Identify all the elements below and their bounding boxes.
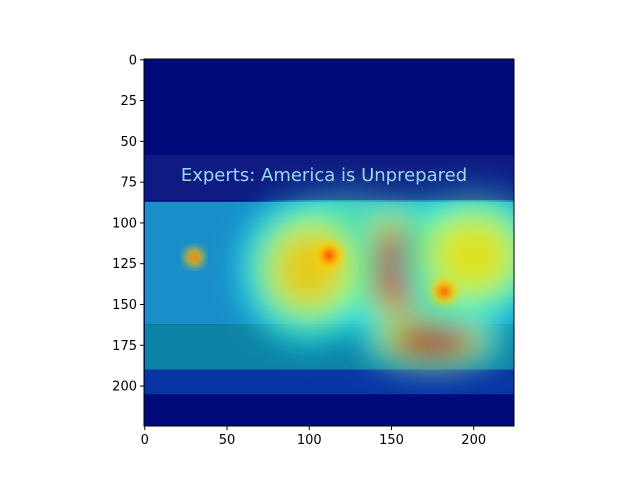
x-tick-label: 150 xyxy=(379,433,404,448)
x-axis: 0 50 100 150 200 xyxy=(141,426,486,448)
plot-area: Experts: America is Unprepared xyxy=(144,59,514,426)
y-tick-label: 75 xyxy=(120,176,137,191)
x-tick-label: 0 xyxy=(141,433,149,448)
plot-frame xyxy=(143,58,515,427)
storm-markers xyxy=(184,240,458,305)
y-tick-label: 175 xyxy=(112,339,137,354)
heat-layer xyxy=(235,182,514,372)
storm-marker xyxy=(184,247,205,268)
band-bottom xyxy=(144,369,514,395)
y-tick-label: 200 xyxy=(112,380,137,395)
y-tick-label: 0 xyxy=(129,53,137,68)
heat-hotspot xyxy=(235,190,383,347)
storm-marker xyxy=(314,240,344,271)
y-tick-label: 125 xyxy=(112,257,137,272)
caption-strip: Experts: America is Unprepared xyxy=(144,155,514,200)
y-tick-label: 25 xyxy=(120,94,137,109)
y-tick-label: 50 xyxy=(120,135,137,150)
storm-marker xyxy=(430,278,458,305)
x-tick-label: 200 xyxy=(461,433,486,448)
heat-hotspot xyxy=(394,182,514,329)
x-tick-label: 50 xyxy=(219,433,236,448)
y-tick-label: 100 xyxy=(112,216,137,231)
y-tick-label: 150 xyxy=(112,298,137,313)
image-caption: Experts: America is Unprepared xyxy=(181,165,467,186)
x-tick-label: 100 xyxy=(297,433,322,448)
y-axis: 0 25 50 75 100 125 150 175 200 xyxy=(112,53,144,395)
